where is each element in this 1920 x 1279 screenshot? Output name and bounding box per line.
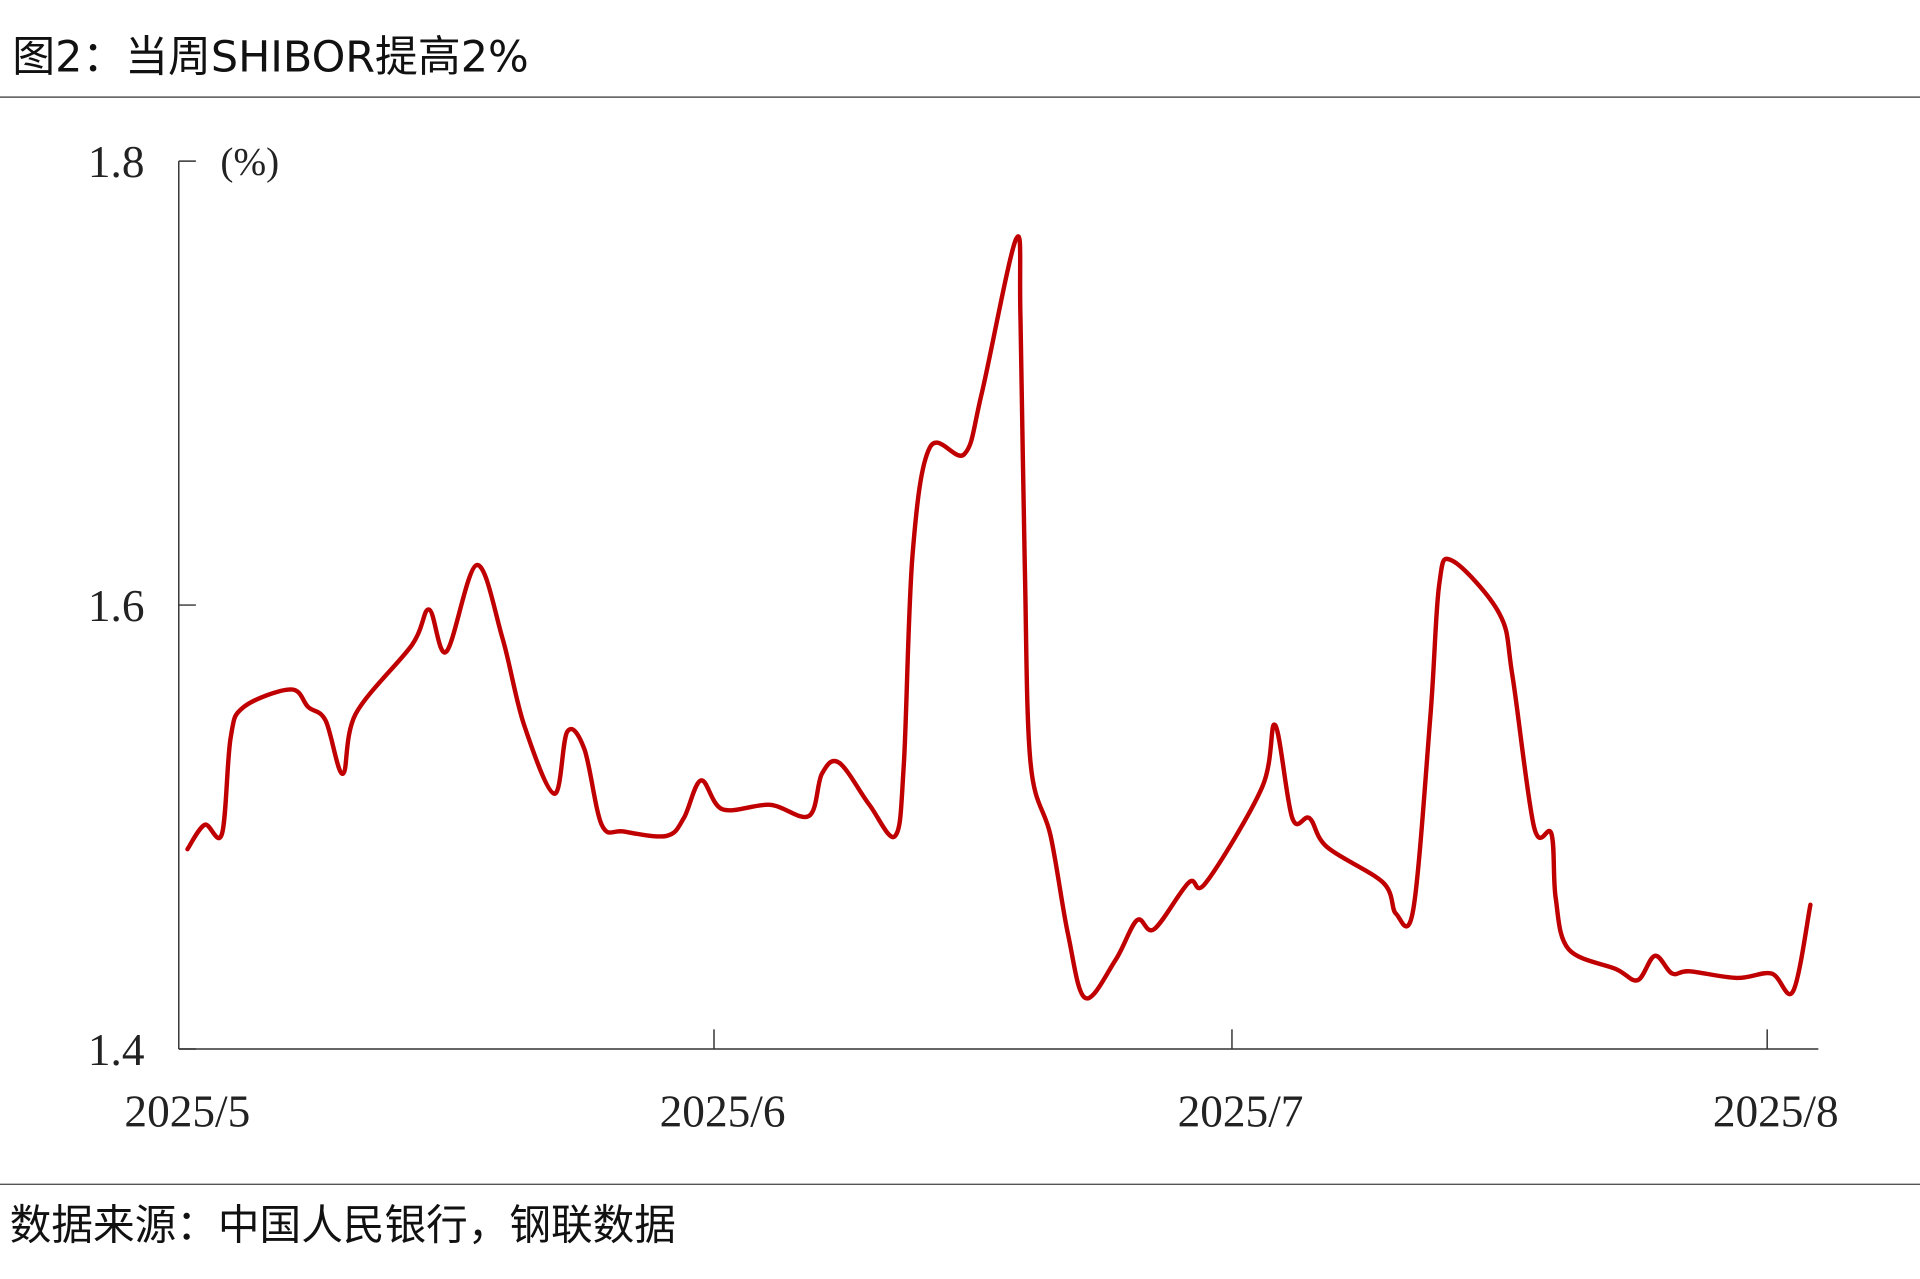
figure-title: 图2：当周SHIBOR提高2% xyxy=(12,32,528,82)
x-tick-label: 2025/6 xyxy=(660,1086,786,1136)
y-tick-label: 1.8 xyxy=(88,137,145,187)
x-tick-label: 2025/5 xyxy=(124,1086,250,1136)
x-tick-label: 2025/8 xyxy=(1713,1086,1839,1136)
series-line xyxy=(185,234,1813,1001)
x-tick-label: 2025/7 xyxy=(1178,1086,1304,1136)
data-source: 数据来源：中国人民银行，钢联数据 xyxy=(10,1201,676,1250)
line-chart: (%) 1.4 1.6 1.8 2025/5 2025/6 2025/7 2025/8 xyxy=(88,137,1839,1137)
y-axis-unit: (%) xyxy=(220,141,279,184)
y-tick-label: 1.6 xyxy=(88,581,145,631)
y-tick-label: 1.4 xyxy=(88,1025,145,1075)
